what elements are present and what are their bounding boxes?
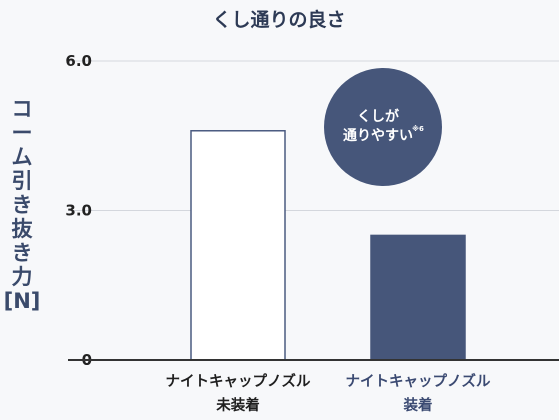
y-axis-label-char: [N] xyxy=(4,289,41,313)
annotation-text: くしが xyxy=(357,108,400,125)
y-axis-label-char: ム xyxy=(12,145,33,169)
annotation-footnote-mark: ※6 xyxy=(412,124,424,133)
y-axis-label-char: 力 xyxy=(12,265,33,289)
annotation-text: 通りやすい xyxy=(343,128,413,144)
category-label: ナイトキャップノズル xyxy=(346,372,491,390)
bars xyxy=(190,130,466,361)
bar-1 xyxy=(190,130,286,361)
category-label: ナイトキャップノズル xyxy=(166,372,311,390)
gridlines xyxy=(68,60,559,211)
y-axis-label-char: ー xyxy=(12,121,33,145)
category-label: 装着 xyxy=(403,396,433,414)
bar-2 xyxy=(370,234,466,361)
y-axis-label-char: 引 xyxy=(12,169,33,193)
y-tick-labels: 03.06.0 xyxy=(65,52,92,369)
y-axis-label-char: 抜 xyxy=(12,217,34,241)
y-axis-label-char: き xyxy=(12,241,33,265)
y-tick-label: 3.0 xyxy=(65,202,92,220)
y-axis-label-char: き xyxy=(12,193,33,217)
y-axis-label-char: コ xyxy=(12,97,33,121)
category-label: 未装着 xyxy=(215,396,260,414)
chart-title: くし通りの良さ xyxy=(212,8,345,31)
y-tick-label: 6.0 xyxy=(65,52,92,70)
annotation-circle xyxy=(324,68,442,186)
